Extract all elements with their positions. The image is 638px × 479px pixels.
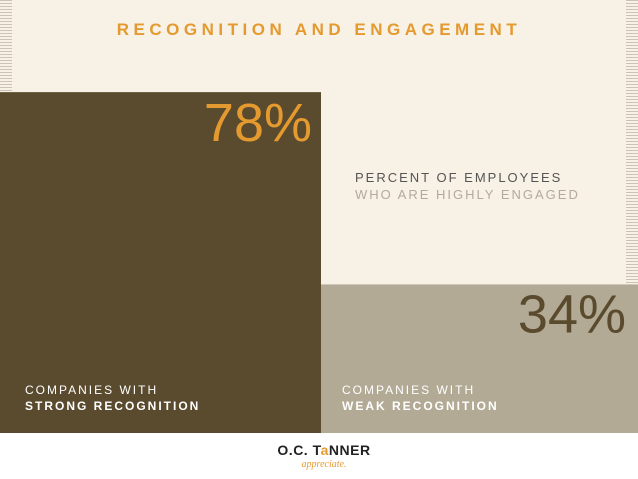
logo-wordmark: O.C. TaNNER xyxy=(277,442,371,458)
value-label-weak: 34% xyxy=(518,284,626,344)
category-label-strong: COMPANIES WITH STRONG RECOGNITION xyxy=(25,383,200,413)
bar-weak-recognition xyxy=(321,284,638,433)
logo-tagline: appreciate. xyxy=(301,459,347,470)
legend-line-2: WHO ARE HIGHLY ENGAGED xyxy=(355,187,580,202)
bar-strong-recognition xyxy=(0,92,321,433)
value-label-strong: 78% xyxy=(204,93,312,153)
category-strong-line2: STRONG RECOGNITION xyxy=(25,399,201,413)
category-weak-line2: WEAK RECOGNITION xyxy=(342,399,499,413)
category-label-weak: COMPANIES WITH WEAK RECOGNITION xyxy=(342,383,499,413)
category-strong-line1: COMPANIES WITH xyxy=(25,383,159,397)
chart-title: RECOGNITION AND ENGAGEMENT xyxy=(116,20,522,39)
oc-tanner-logo: O.C. TaNNER appreciate. xyxy=(264,442,384,470)
legend-line-1: PERCENT OF EMPLOYEES xyxy=(355,170,563,185)
category-weak-line1: COMPANIES WITH xyxy=(342,383,476,397)
footer xyxy=(0,433,638,479)
